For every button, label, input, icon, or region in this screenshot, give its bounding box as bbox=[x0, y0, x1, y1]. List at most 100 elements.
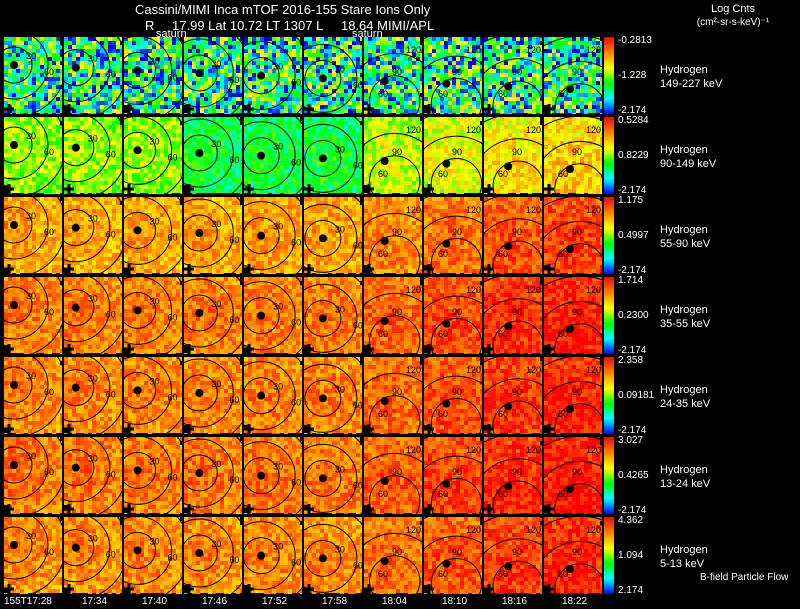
heatmap-cell bbox=[72, 81, 76, 85]
heatmap-cell bbox=[96, 181, 100, 185]
heatmap-cell bbox=[588, 61, 592, 65]
heatmap-cell bbox=[336, 97, 340, 101]
heatmap-cell bbox=[496, 57, 500, 61]
heatmap-cell bbox=[208, 101, 212, 105]
heatmap-cell bbox=[176, 125, 180, 129]
heatmap-cell bbox=[532, 81, 536, 85]
heatmap-cell bbox=[152, 85, 156, 89]
heatmap-cell bbox=[452, 41, 456, 45]
orbit-info: R 17.99 Lat 10.72 LT 1307 L 18.64 MIMI/A… bbox=[145, 18, 448, 33]
heatmap-cell bbox=[504, 57, 508, 61]
heatmap-cell bbox=[356, 89, 360, 93]
heatmap-cell bbox=[388, 149, 392, 153]
heatmap-cell bbox=[284, 153, 288, 157]
heatmap-cell bbox=[568, 65, 572, 69]
heatmap-cell bbox=[344, 93, 348, 97]
heatmap-cell bbox=[60, 93, 62, 97]
heatmap-cell bbox=[152, 69, 156, 73]
heatmap-cell bbox=[448, 61, 452, 65]
heatmap-cell bbox=[356, 105, 360, 109]
heatmap-cell bbox=[124, 89, 128, 93]
heatmap-cell bbox=[476, 93, 480, 97]
heatmap-cell bbox=[16, 53, 20, 57]
heatmap-cell bbox=[44, 121, 48, 125]
heatmap-cell bbox=[48, 61, 52, 65]
heatmap-cell bbox=[112, 177, 116, 181]
heatmap-cell bbox=[444, 61, 448, 65]
heatmap-cell bbox=[36, 137, 40, 141]
heatmap-cell bbox=[344, 37, 348, 41]
heatmap-cell bbox=[316, 77, 320, 81]
heatmap-cell bbox=[116, 165, 120, 169]
heatmap-cell bbox=[144, 189, 148, 193]
heatmap-cell bbox=[336, 105, 340, 109]
heatmap-cell bbox=[544, 81, 548, 85]
heatmap-cell bbox=[200, 189, 204, 193]
heatmap-cell bbox=[364, 157, 368, 161]
heatmap-cell bbox=[92, 173, 96, 177]
heatmap-cell bbox=[40, 153, 44, 157]
heatmap-cell bbox=[100, 153, 104, 157]
heatmap-cell bbox=[168, 41, 172, 45]
heatmap-cell bbox=[212, 173, 216, 177]
heatmap-cell bbox=[108, 137, 112, 141]
heatmap-cell bbox=[340, 141, 344, 145]
heatmap-cell bbox=[96, 49, 100, 53]
heatmap-cell bbox=[276, 181, 280, 185]
heatmap-cell bbox=[392, 97, 396, 101]
heatmap-cell bbox=[420, 57, 422, 61]
heatmap-cell bbox=[204, 105, 208, 109]
heatmap-cell bbox=[64, 77, 68, 81]
heatmap-cell bbox=[16, 145, 20, 149]
heatmap-cell bbox=[572, 101, 576, 105]
heatmap-cell bbox=[348, 49, 352, 53]
heatmap-cell bbox=[580, 85, 584, 89]
heatmap-cell bbox=[560, 53, 564, 57]
heatmap-cell bbox=[240, 137, 242, 141]
heatmap-cell bbox=[516, 69, 520, 73]
heatmap-cell bbox=[460, 73, 464, 77]
heatmap-cell bbox=[132, 101, 136, 105]
heatmap-cell bbox=[200, 137, 204, 141]
heatmap-cell bbox=[32, 117, 36, 121]
heatmap-cell bbox=[268, 69, 272, 73]
heatmap-cell bbox=[220, 101, 224, 105]
heatmap-cell bbox=[84, 93, 88, 97]
heatmap-cell bbox=[52, 161, 56, 165]
heatmap-cell bbox=[392, 149, 396, 153]
heatmap-cell bbox=[424, 101, 428, 105]
heatmap-cell bbox=[204, 57, 208, 61]
heatmap-cell bbox=[392, 93, 396, 97]
corner-cross bbox=[124, 184, 134, 194]
heatmap-cell bbox=[496, 85, 500, 89]
heatmap-cell bbox=[68, 121, 72, 125]
heatmap-cell bbox=[360, 153, 362, 157]
heatmap-cell bbox=[296, 161, 300, 165]
heatmap-cell bbox=[32, 121, 36, 125]
corner-cross bbox=[304, 184, 314, 194]
heatmap-cell bbox=[24, 133, 28, 137]
heatmap-cell bbox=[232, 149, 236, 153]
heatmap-cell bbox=[72, 129, 76, 133]
heatmap-cell bbox=[84, 89, 88, 93]
heatmap-cell bbox=[584, 65, 588, 69]
heatmap-cell bbox=[316, 49, 320, 53]
heatmap-cell bbox=[52, 149, 56, 153]
heatmap-cell bbox=[124, 185, 128, 189]
heatmap-cell bbox=[48, 89, 52, 93]
heatmap-cell bbox=[288, 105, 292, 109]
heatmap-cell bbox=[168, 185, 172, 189]
heatmap-cell bbox=[56, 189, 60, 193]
heatmap-cell bbox=[280, 185, 284, 189]
heatmap-cell bbox=[516, 93, 520, 97]
heatmap-cell bbox=[352, 65, 356, 69]
heatmap-cell bbox=[76, 89, 80, 93]
heatmap-cell bbox=[104, 65, 108, 69]
heatmap-cell bbox=[112, 41, 116, 45]
heatmap-cell bbox=[428, 81, 432, 85]
heatmap-cell bbox=[52, 141, 56, 145]
heatmap-cell bbox=[76, 173, 80, 177]
heatmap-cell bbox=[348, 41, 352, 45]
heatmap-cell bbox=[156, 181, 160, 185]
heatmap-cell bbox=[96, 41, 100, 45]
